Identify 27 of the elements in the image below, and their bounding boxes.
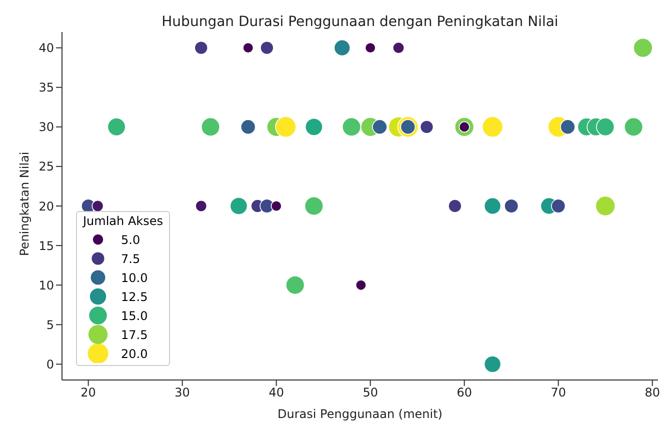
- x-tick-label: 50: [362, 386, 378, 400]
- legend-label: 17.5: [121, 328, 148, 342]
- legend-label: 10.0: [121, 270, 148, 284]
- legend-title: Jumlah Akses: [83, 214, 163, 228]
- chart-title: Hubungan Durasi Penggunaan dengan Peningkatan Nilai: [160, 14, 560, 30]
- x-axis-title: Durasi Penggunaan (menit): [278, 407, 442, 421]
- y-tick-label: 20: [38, 199, 54, 214]
- y-tick-label: 40: [38, 41, 54, 56]
- x-tick-label: 60: [456, 386, 472, 400]
- x-tick-label: 80: [644, 386, 660, 400]
- legend-label: 20.0: [121, 346, 148, 360]
- legend-label: 7.5: [121, 252, 140, 266]
- y-tick-label: 10: [38, 278, 54, 292]
- y-tick-label: 35: [38, 80, 54, 95]
- legend-label: 15.0: [121, 308, 148, 322]
- y-tick-label: 15: [38, 238, 54, 253]
- legend-label: 5.0: [121, 232, 140, 246]
- x-tick-label: 70: [550, 386, 566, 400]
- y-tick-label: 30: [38, 120, 54, 134]
- x-tick-label: 20: [80, 386, 96, 400]
- y-tick-label: 25: [38, 160, 54, 174]
- x-tick-label: 30: [174, 386, 190, 400]
- legend-label: 12.5: [121, 290, 148, 304]
- y-tick-label: 0: [46, 357, 54, 372]
- y-axis-title: Peningkatan Nilai: [17, 152, 32, 256]
- x-tick-label: 40: [268, 386, 284, 400]
- y-tick-label: 5: [46, 318, 54, 332]
